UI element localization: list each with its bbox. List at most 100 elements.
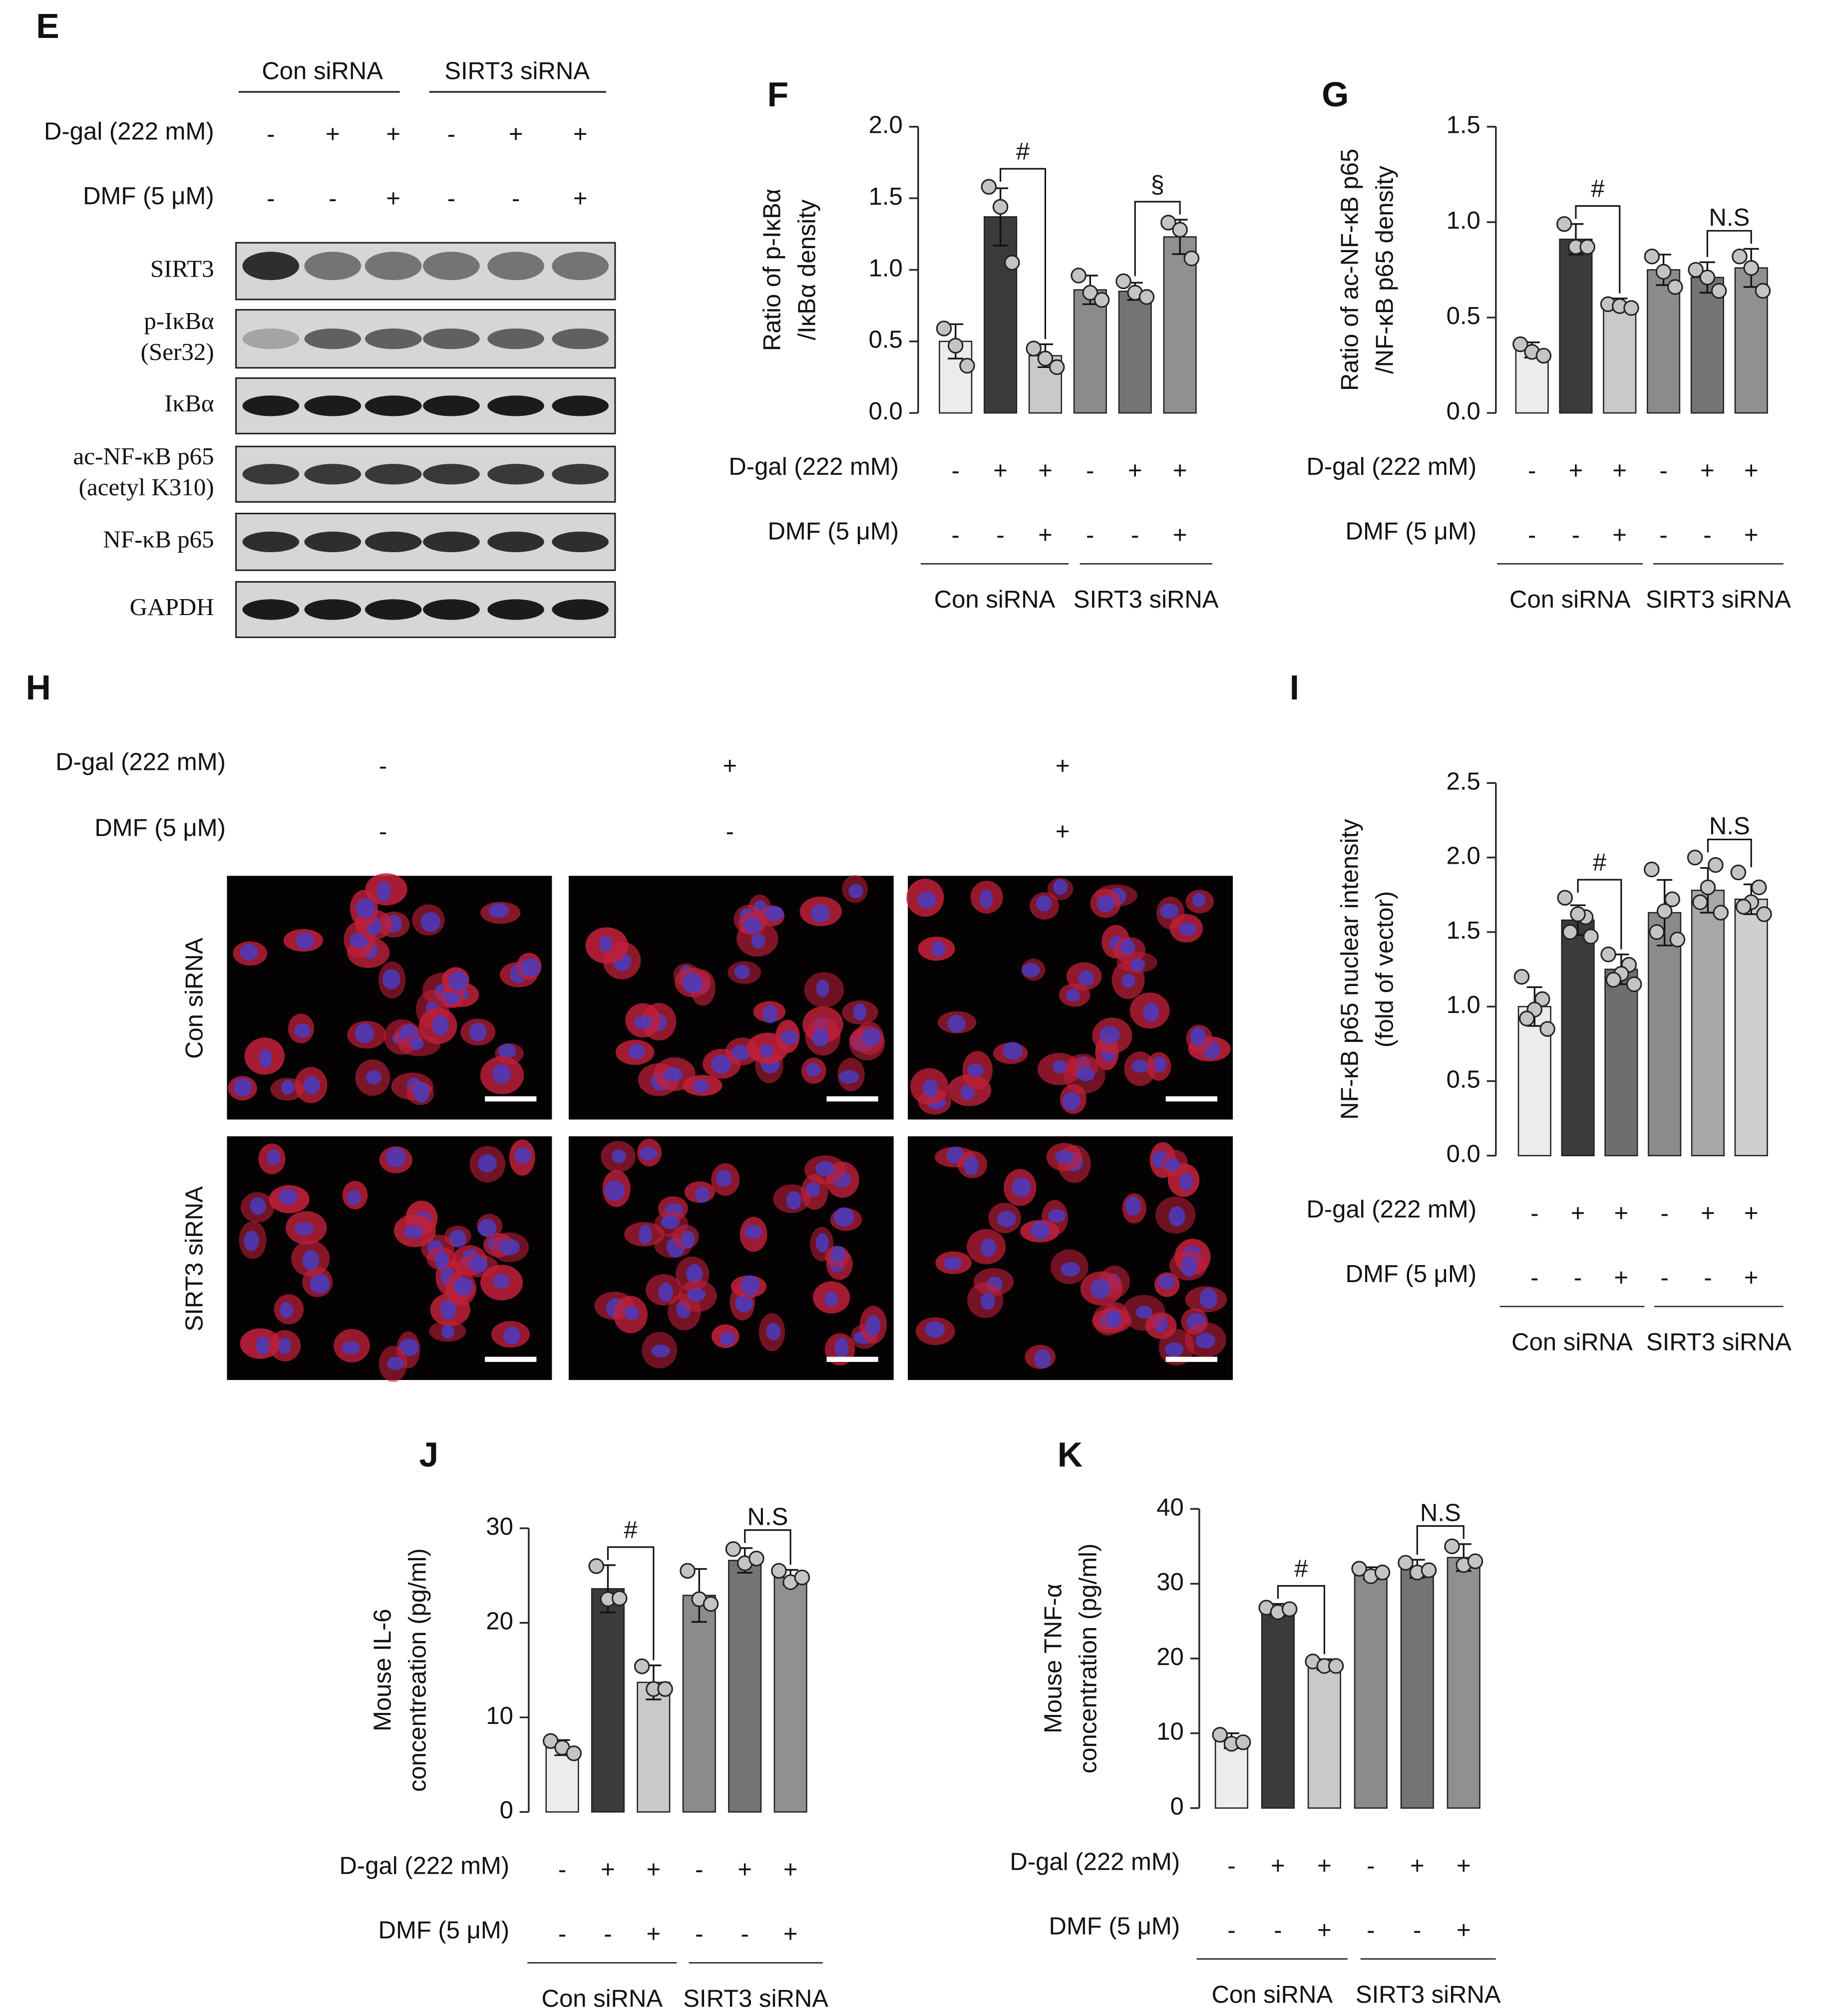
data-point xyxy=(959,357,975,374)
nucleus xyxy=(420,912,441,932)
blot-band xyxy=(304,328,362,349)
nucleus xyxy=(1192,893,1206,907)
condition-sign: + xyxy=(1173,457,1187,484)
blot-band xyxy=(242,464,300,485)
y-tick-label: 1.0 xyxy=(1447,207,1480,234)
y-tick-label: 2.0 xyxy=(1447,843,1480,870)
data-point xyxy=(1115,273,1131,290)
blot-band xyxy=(423,252,480,281)
nucleus xyxy=(1036,895,1052,912)
data-point xyxy=(1512,336,1528,352)
data-point xyxy=(1183,250,1200,267)
bar xyxy=(637,1681,671,1813)
data-point xyxy=(1669,932,1686,948)
y-tick-label: 20 xyxy=(486,1608,513,1635)
data-point xyxy=(1600,946,1616,963)
y-tick-label: 2.5 xyxy=(1447,768,1480,795)
data-point xyxy=(1732,248,1748,265)
condition-sign: - xyxy=(379,818,387,845)
nucleus xyxy=(762,1005,778,1023)
condition-sign: - xyxy=(604,1921,612,1948)
nucleus xyxy=(294,1222,314,1235)
condition-sign: + xyxy=(1056,818,1070,845)
blot-band xyxy=(487,599,544,620)
condition-sign: + xyxy=(1744,1265,1759,1292)
blot-band xyxy=(487,252,544,281)
nucleus xyxy=(960,1084,975,1100)
data-point xyxy=(1037,350,1054,366)
nucleus xyxy=(470,1256,488,1273)
data-point xyxy=(1708,857,1724,873)
y-tick-label: 0.0 xyxy=(1447,398,1480,425)
blot-label: (Ser32) xyxy=(141,338,214,365)
nucleus xyxy=(693,1079,710,1093)
condition-sign: - xyxy=(1572,522,1580,549)
data-point xyxy=(1649,924,1665,940)
condition-label: D-gal (222 mM) xyxy=(729,453,899,480)
nucleus xyxy=(681,1230,695,1248)
nucleus xyxy=(1131,1059,1149,1073)
data-point xyxy=(1687,849,1703,866)
data-point xyxy=(1328,1658,1344,1674)
bar xyxy=(591,1588,625,1813)
condition-sign: + xyxy=(386,185,400,212)
nucleus xyxy=(786,1191,802,1210)
data-point xyxy=(1667,279,1683,295)
group-label: Con siRNA xyxy=(1509,586,1631,613)
condition-sign: - xyxy=(695,1856,703,1883)
condition-sign: + xyxy=(509,121,523,148)
bracket xyxy=(1134,201,1181,277)
condition-sign: - xyxy=(741,1921,749,1948)
blot-band xyxy=(552,531,609,553)
condition-sign: - xyxy=(1660,1265,1668,1292)
nucleus xyxy=(498,1043,516,1058)
nucleus xyxy=(488,903,509,918)
group-label: SIRT3 siRNA xyxy=(1356,1982,1501,2009)
bracket xyxy=(607,1546,655,1661)
condition-sign: + xyxy=(326,121,340,148)
nucleus xyxy=(244,1231,259,1251)
data-point xyxy=(1664,891,1680,907)
condition-sign: + xyxy=(573,121,588,148)
y-axis-label: (fold of vector) xyxy=(1371,891,1398,1047)
nucleus xyxy=(1031,1221,1050,1240)
nucleus xyxy=(440,1300,456,1320)
data-point xyxy=(725,1541,741,1557)
condition-sign: + xyxy=(1614,1265,1629,1292)
nucleus xyxy=(682,973,703,994)
nucleus xyxy=(520,958,541,977)
y-tick-label: 30 xyxy=(486,1513,513,1540)
data-point xyxy=(1751,879,1767,896)
blot-band xyxy=(423,395,480,416)
blot-band xyxy=(552,599,609,620)
group-label: SIRT3 siRNA xyxy=(444,57,590,84)
condition-label: D-gal (222 mM) xyxy=(339,1852,509,1879)
data-point xyxy=(748,1550,764,1567)
data-point xyxy=(947,337,964,354)
significance-mark: N.S xyxy=(1709,813,1750,840)
nucleus xyxy=(764,906,784,922)
data-point xyxy=(1626,976,1642,993)
nucleus xyxy=(943,1257,962,1271)
condition-sign: - xyxy=(1367,1852,1375,1879)
condition-sign: + xyxy=(1569,457,1583,484)
nucleus xyxy=(1096,895,1115,913)
y-axis-label: Mouse IL-6 xyxy=(369,1609,396,1731)
blot-band xyxy=(365,395,422,416)
condition-sign: + xyxy=(647,1856,661,1883)
data-point xyxy=(1026,340,1042,356)
nucleus xyxy=(1076,1067,1095,1081)
nucleus xyxy=(624,1306,639,1321)
nucleus xyxy=(1178,923,1197,936)
group-label: SIRT3 siRNA xyxy=(1074,586,1219,613)
condition-label: DMF (5 μM) xyxy=(94,814,226,841)
group-label: Con siRNA xyxy=(262,57,383,84)
nucleus xyxy=(853,1003,867,1021)
data-point xyxy=(680,1563,696,1579)
condition-sign: - xyxy=(1413,1917,1421,1944)
condition-sign: - xyxy=(1703,522,1711,549)
blot-band xyxy=(242,599,300,620)
condition-sign: - xyxy=(695,1921,703,1948)
nucleus xyxy=(387,1356,404,1370)
blot-band xyxy=(423,464,480,485)
